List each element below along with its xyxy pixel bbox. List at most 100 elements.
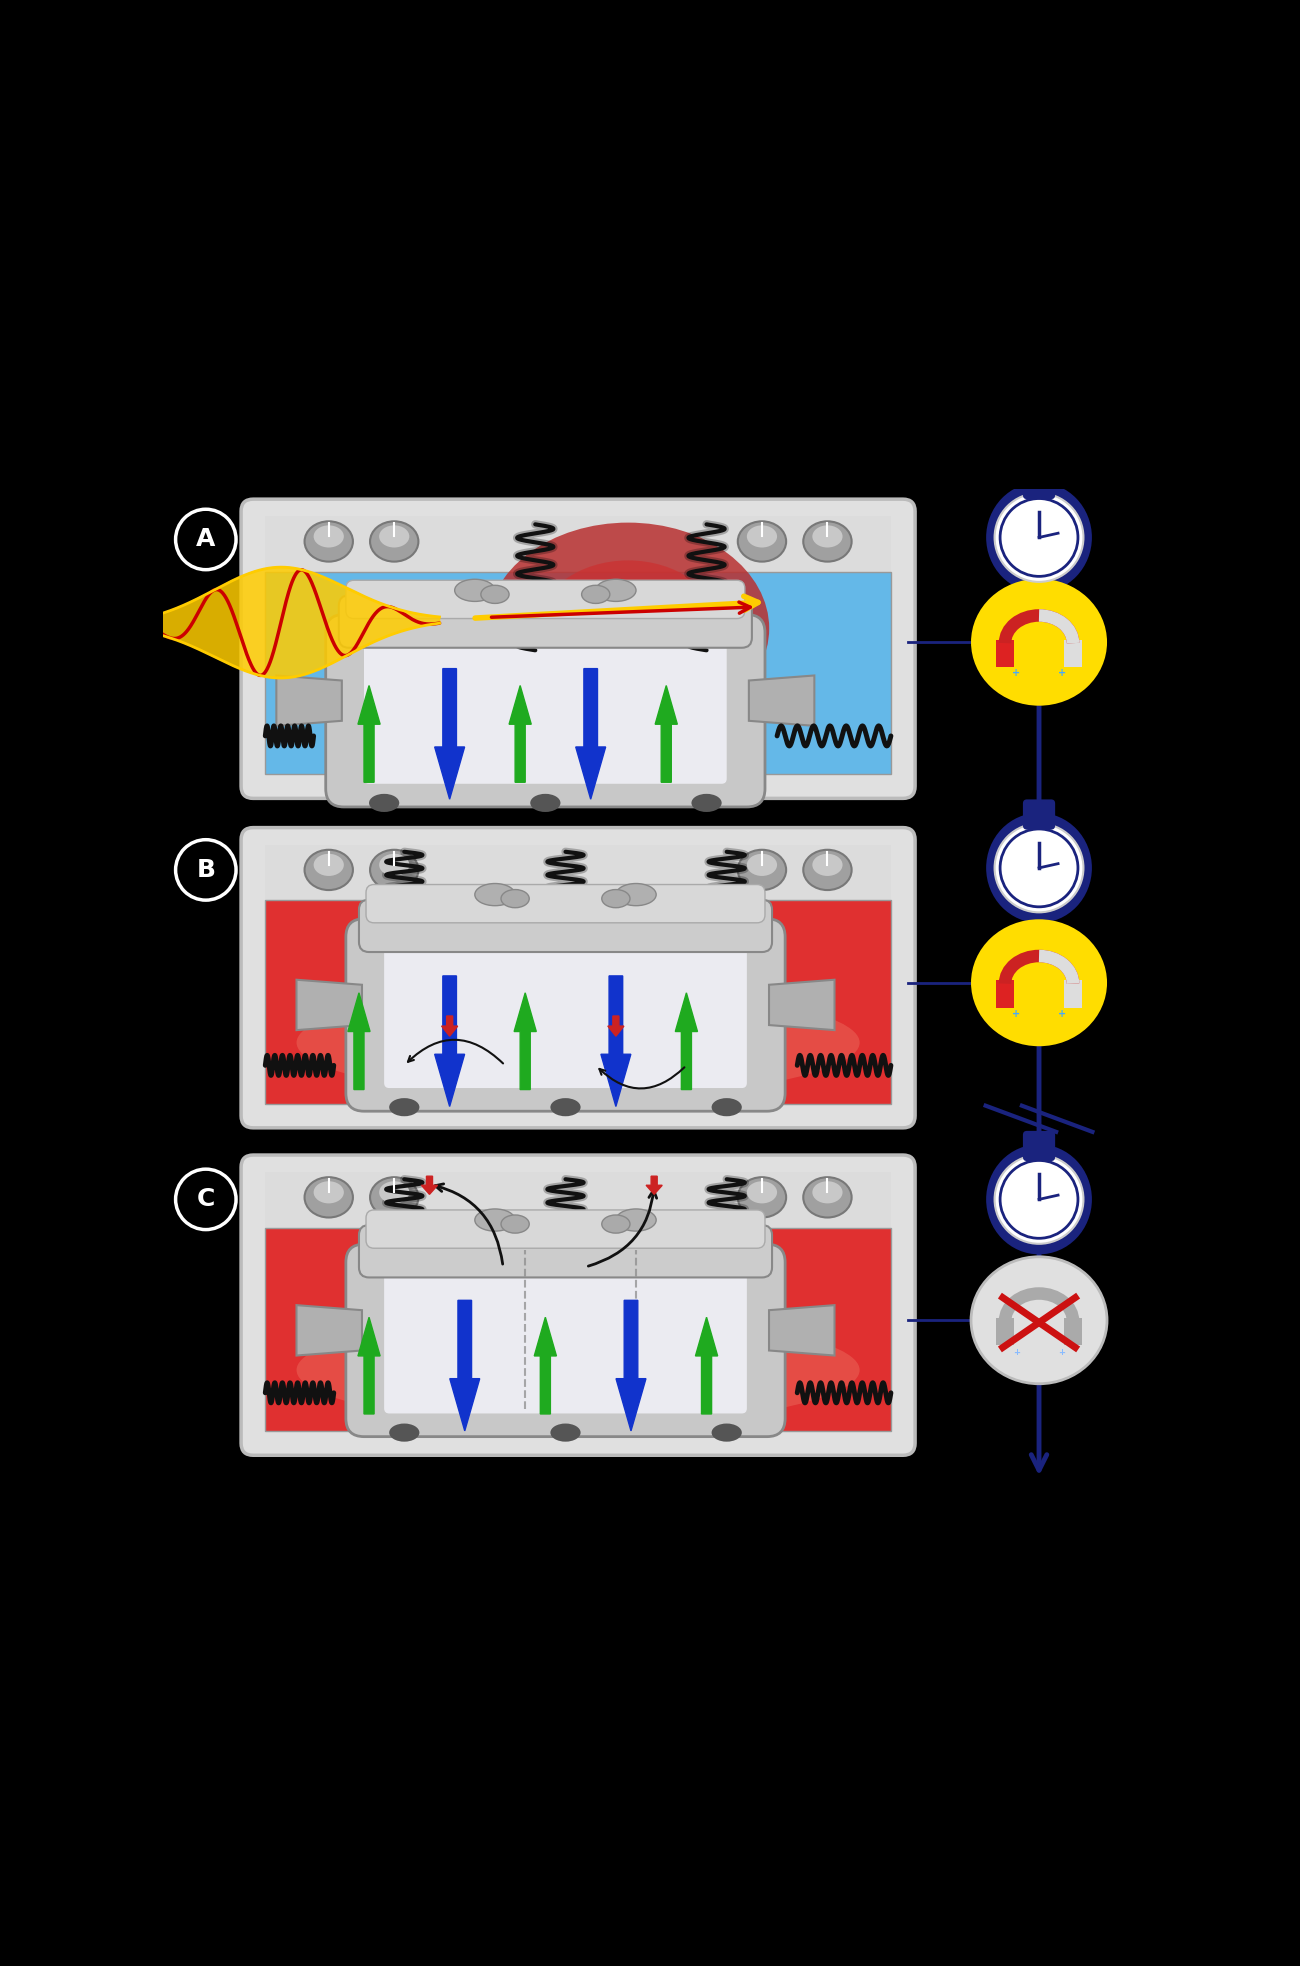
Ellipse shape xyxy=(313,525,343,547)
Bar xyxy=(265,572,890,775)
Ellipse shape xyxy=(616,883,656,906)
Ellipse shape xyxy=(987,812,1092,922)
Ellipse shape xyxy=(304,1178,352,1217)
Text: +: + xyxy=(1013,668,1020,678)
FancyArrow shape xyxy=(696,1317,718,1414)
Bar xyxy=(265,1227,890,1431)
Ellipse shape xyxy=(468,1349,688,1392)
Ellipse shape xyxy=(500,889,529,908)
Ellipse shape xyxy=(370,1178,419,1217)
Ellipse shape xyxy=(803,1178,852,1217)
Circle shape xyxy=(994,824,1083,912)
FancyBboxPatch shape xyxy=(240,1156,915,1455)
Bar xyxy=(996,641,1014,666)
Text: +: + xyxy=(1013,1349,1020,1357)
Bar xyxy=(265,1172,890,1227)
Ellipse shape xyxy=(370,849,419,891)
Polygon shape xyxy=(122,566,439,678)
FancyArrow shape xyxy=(655,686,677,782)
Ellipse shape xyxy=(313,1182,343,1203)
Bar xyxy=(265,517,890,572)
Bar xyxy=(1065,1317,1082,1345)
Ellipse shape xyxy=(296,987,859,1097)
Ellipse shape xyxy=(390,1333,766,1406)
Ellipse shape xyxy=(500,1215,529,1233)
FancyArrow shape xyxy=(534,1317,556,1414)
Ellipse shape xyxy=(530,794,560,812)
FancyBboxPatch shape xyxy=(240,828,915,1128)
Ellipse shape xyxy=(369,794,399,812)
Text: +: + xyxy=(1058,1009,1066,1018)
Text: +: + xyxy=(1058,668,1066,678)
FancyBboxPatch shape xyxy=(359,900,772,952)
Ellipse shape xyxy=(812,1182,842,1203)
Ellipse shape xyxy=(595,580,636,602)
Ellipse shape xyxy=(581,586,610,604)
Ellipse shape xyxy=(971,1256,1108,1384)
Ellipse shape xyxy=(987,482,1092,592)
Ellipse shape xyxy=(468,1020,688,1064)
Ellipse shape xyxy=(812,525,842,547)
FancyBboxPatch shape xyxy=(359,1225,772,1278)
FancyArrow shape xyxy=(434,668,464,800)
FancyArrow shape xyxy=(434,975,464,1107)
Text: +: + xyxy=(1013,1009,1020,1018)
Ellipse shape xyxy=(313,853,343,877)
Ellipse shape xyxy=(692,794,722,812)
Ellipse shape xyxy=(370,521,419,562)
Ellipse shape xyxy=(474,883,515,906)
Circle shape xyxy=(176,1170,237,1229)
FancyBboxPatch shape xyxy=(339,596,751,647)
FancyArrow shape xyxy=(675,993,698,1089)
FancyBboxPatch shape xyxy=(240,499,915,798)
FancyArrow shape xyxy=(576,668,606,800)
Ellipse shape xyxy=(550,1099,581,1117)
FancyBboxPatch shape xyxy=(367,885,764,922)
Polygon shape xyxy=(749,676,814,725)
Ellipse shape xyxy=(616,1209,656,1231)
FancyArrow shape xyxy=(601,975,630,1107)
FancyBboxPatch shape xyxy=(1023,800,1056,830)
FancyArrow shape xyxy=(616,1300,646,1431)
FancyBboxPatch shape xyxy=(1023,470,1056,499)
Text: C: C xyxy=(196,1187,214,1211)
Text: A: A xyxy=(196,527,216,550)
FancyBboxPatch shape xyxy=(385,1268,746,1414)
Polygon shape xyxy=(770,1305,835,1355)
Ellipse shape xyxy=(481,586,510,604)
FancyArrow shape xyxy=(348,993,370,1089)
Polygon shape xyxy=(277,676,342,725)
Bar xyxy=(1065,641,1082,666)
Ellipse shape xyxy=(746,853,777,877)
FancyArrow shape xyxy=(442,1016,458,1036)
Ellipse shape xyxy=(711,1099,742,1117)
Ellipse shape xyxy=(380,853,410,877)
Ellipse shape xyxy=(488,523,770,733)
Ellipse shape xyxy=(304,521,352,562)
Ellipse shape xyxy=(304,849,352,891)
FancyArrow shape xyxy=(358,1317,380,1414)
Ellipse shape xyxy=(711,1423,742,1441)
Ellipse shape xyxy=(390,1007,766,1079)
FancyBboxPatch shape xyxy=(1023,1130,1056,1162)
Polygon shape xyxy=(296,979,361,1030)
FancyBboxPatch shape xyxy=(346,580,745,619)
Polygon shape xyxy=(770,979,835,1030)
FancyBboxPatch shape xyxy=(346,918,785,1111)
Ellipse shape xyxy=(812,853,842,877)
FancyBboxPatch shape xyxy=(346,1244,785,1437)
FancyArrow shape xyxy=(450,1300,480,1431)
Ellipse shape xyxy=(738,1178,786,1217)
Bar xyxy=(996,1317,1014,1345)
FancyArrow shape xyxy=(510,686,532,782)
Ellipse shape xyxy=(738,521,786,562)
Polygon shape xyxy=(296,1305,361,1355)
FancyArrow shape xyxy=(421,1176,438,1193)
Bar xyxy=(265,900,890,1103)
FancyArrow shape xyxy=(514,993,537,1089)
Ellipse shape xyxy=(803,521,852,562)
Circle shape xyxy=(994,493,1083,582)
Ellipse shape xyxy=(537,560,719,696)
Text: B: B xyxy=(196,857,216,883)
Ellipse shape xyxy=(602,1215,630,1233)
